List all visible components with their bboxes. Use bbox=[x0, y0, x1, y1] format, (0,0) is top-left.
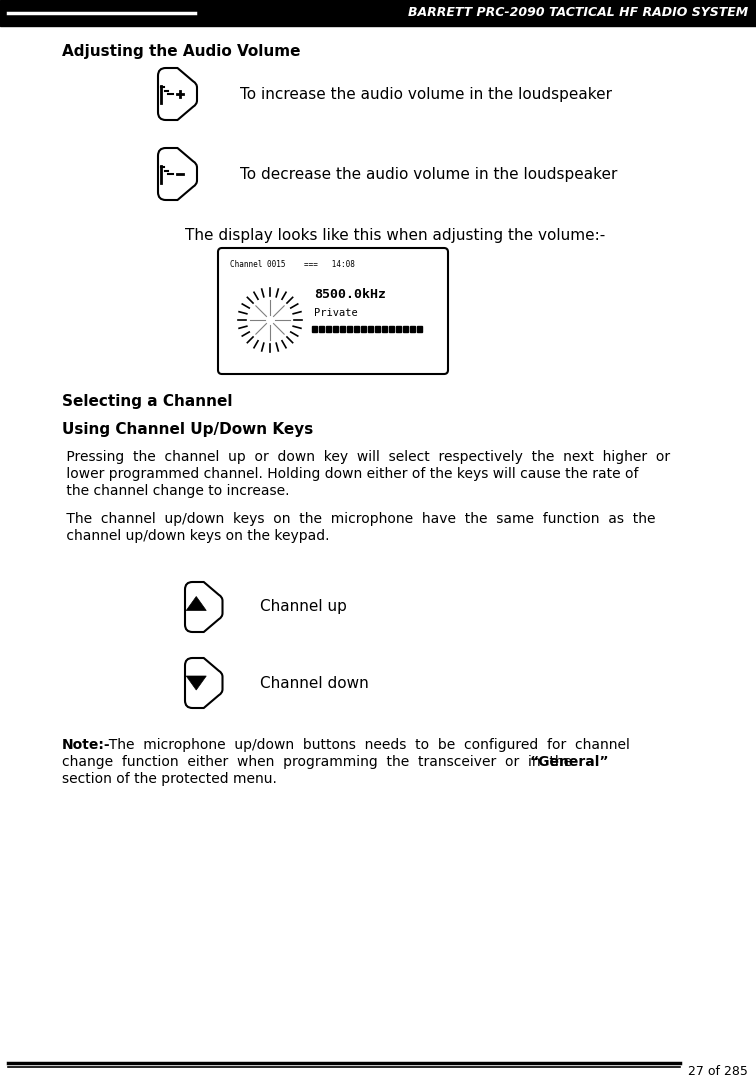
Text: channel up/down keys on the keypad.: channel up/down keys on the keypad. bbox=[62, 529, 330, 543]
Bar bbox=[340, 326, 345, 332]
Bar bbox=[333, 326, 338, 332]
Text: Channel down: Channel down bbox=[260, 676, 369, 691]
Text: The  channel  up/down  keys  on  the  microphone  have  the  same  function  as : The channel up/down keys on the micropho… bbox=[62, 512, 655, 526]
Text: change  function  either  when  programming  the  transceiver  or  in  the: change function either when programming … bbox=[62, 755, 581, 769]
Bar bbox=[403, 326, 408, 332]
Bar bbox=[354, 326, 359, 332]
Text: section of the protected menu.: section of the protected menu. bbox=[62, 772, 277, 786]
Bar bbox=[382, 326, 387, 332]
Bar bbox=[375, 326, 380, 332]
Text: lower programmed channel. Holding down either of the keys will cause the rate of: lower programmed channel. Holding down e… bbox=[62, 467, 639, 481]
PathPatch shape bbox=[185, 582, 222, 632]
Bar bbox=[396, 326, 401, 332]
Text: BARRETT PRC-2090 TACTICAL HF RADIO SYSTEM: BARRETT PRC-2090 TACTICAL HF RADIO SYSTE… bbox=[407, 6, 748, 19]
Text: The display looks like this when adjusting the volume:-: The display looks like this when adjusti… bbox=[185, 229, 606, 243]
Text: Using Channel Up/Down Keys: Using Channel Up/Down Keys bbox=[62, 422, 313, 438]
Text: To decrease the audio volume in the loudspeaker: To decrease the audio volume in the loud… bbox=[240, 167, 618, 182]
Text: Pressing  the  channel  up  or  down  key  will  select  respectively  the  next: Pressing the channel up or down key will… bbox=[62, 451, 670, 464]
Bar bbox=[417, 326, 422, 332]
Bar bbox=[361, 326, 366, 332]
Polygon shape bbox=[186, 676, 206, 690]
Bar bbox=[0, 0, 756, 26]
PathPatch shape bbox=[158, 68, 197, 120]
Text: Channel up: Channel up bbox=[260, 600, 347, 614]
Text: To increase the audio volume in the loudspeaker: To increase the audio volume in the loud… bbox=[240, 87, 612, 102]
Text: Note:-: Note:- bbox=[62, 738, 110, 752]
Text: The  microphone  up/down  buttons  needs  to  be  configured  for  channel: The microphone up/down buttons needs to … bbox=[100, 738, 630, 752]
PathPatch shape bbox=[185, 658, 222, 708]
Bar bbox=[347, 326, 352, 332]
Text: Private: Private bbox=[314, 308, 358, 318]
Text: Adjusting the Audio Volume: Adjusting the Audio Volume bbox=[62, 44, 300, 58]
Polygon shape bbox=[186, 597, 206, 611]
Bar bbox=[319, 326, 324, 332]
Bar bbox=[312, 326, 317, 332]
Text: “General”: “General” bbox=[530, 755, 609, 769]
Bar bbox=[326, 326, 331, 332]
Bar bbox=[368, 326, 373, 332]
PathPatch shape bbox=[158, 148, 197, 200]
Text: the channel change to increase.: the channel change to increase. bbox=[62, 484, 290, 498]
Text: 8500.0kHz: 8500.0kHz bbox=[314, 288, 386, 301]
Bar bbox=[389, 326, 394, 332]
Text: 27 of 285: 27 of 285 bbox=[688, 1065, 748, 1078]
Text: Channel 0015    ===   14:08: Channel 0015 === 14:08 bbox=[230, 260, 355, 269]
Bar bbox=[410, 326, 415, 332]
Text: Selecting a Channel: Selecting a Channel bbox=[62, 394, 233, 409]
FancyBboxPatch shape bbox=[218, 248, 448, 374]
